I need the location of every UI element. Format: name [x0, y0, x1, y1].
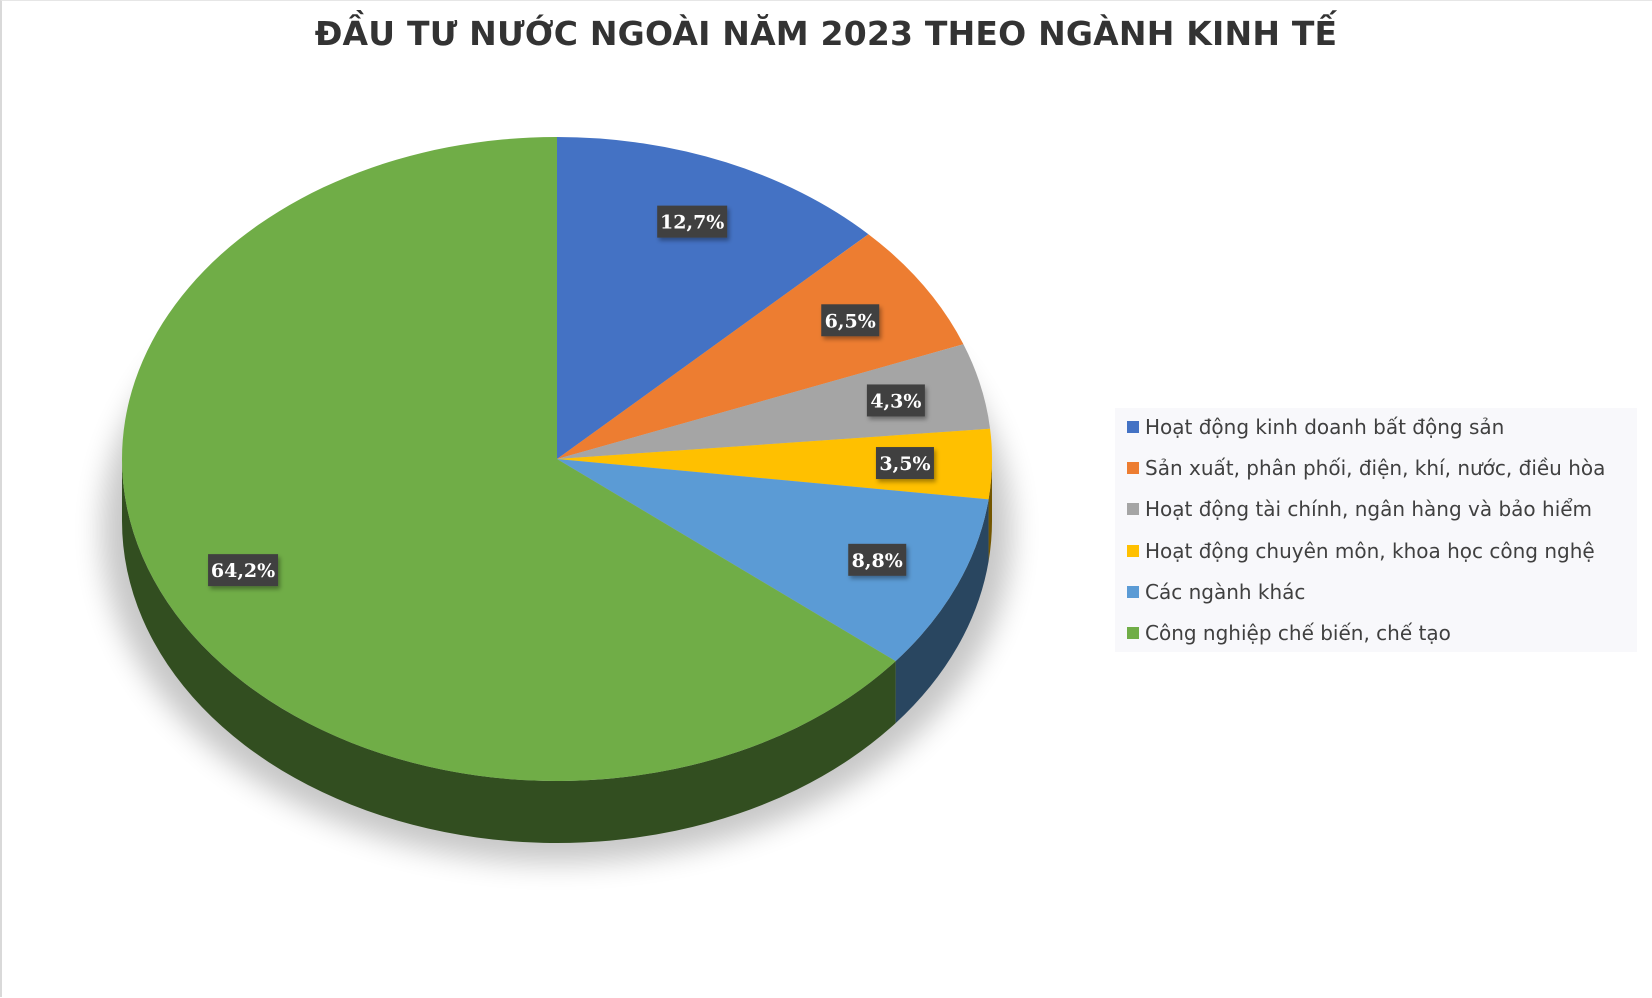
legend-label: Các ngành khác: [1145, 579, 1306, 604]
legend-swatch: [1127, 462, 1139, 475]
legend-item-3: Hoạt động chuyên môn, khoa học công nghệ: [1127, 536, 1595, 566]
legend-label: Hoạt động chuyên môn, khoa học công nghệ: [1145, 538, 1595, 563]
data-label-4: 8,8%: [848, 543, 907, 576]
chart-title: ĐẦU TƯ NƯỚC NGOÀI NĂM 2023 THEO NGÀNH KI…: [314, 14, 1338, 53]
legend-swatch: [1127, 503, 1139, 516]
legend-item-1: Sản xuất, phân phối, điện, khí, nước, đi…: [1127, 453, 1605, 483]
pie-slice-5: [121, 137, 896, 782]
pie-slice-0: [557, 137, 869, 459]
legend-swatch: [1127, 421, 1139, 433]
svg-text:64,2%: 64,2%: [211, 560, 275, 582]
svg-text:12,7%: 12,7%: [660, 212, 724, 234]
legend-label: Công nghiệp chế biến, chế tạo: [1145, 621, 1451, 645]
pie-slice-2: [557, 344, 991, 459]
data-label-1: 6,5%: [821, 304, 880, 337]
legend-label: Sản xuất, phân phối, điện, khí, nước, đi…: [1145, 456, 1606, 481]
legend-swatch: [1127, 585, 1139, 598]
svg-text:8,8%: 8,8%: [852, 550, 903, 572]
pie-side-5: [121, 459, 896, 844]
pie-slice-4: [557, 459, 989, 662]
svg-text:3,5%: 3,5%: [879, 453, 930, 475]
svg-text:6,5%: 6,5%: [825, 310, 876, 332]
chart-legend: Hoạt động kinh doanh bất động sản Sản xuấ…: [1115, 408, 1637, 652]
data-label-3: 3,5%: [875, 447, 934, 480]
legend-swatch: [1127, 544, 1139, 557]
legend-item-0: Hoạt động kinh doanh bất động sản: [1127, 412, 1504, 442]
pie-side-3: [988, 459, 992, 562]
legend-swatch: [1127, 627, 1139, 639]
svg-text:4,3%: 4,3%: [870, 390, 921, 412]
legend-item-4: Các ngành khác: [1127, 577, 1305, 607]
legend-item-5: Công nghiệp chế biến, chế tạo: [1127, 618, 1451, 648]
legend-label: Hoạt động tài chính, ngân hàng và bảo hi…: [1145, 497, 1593, 522]
data-label-5: 64,2%: [208, 554, 279, 587]
legend-label: Hoạt động kinh doanh bất động sản: [1145, 415, 1505, 439]
pie-slice-3: [557, 428, 992, 500]
pie-slice-1: [557, 234, 964, 459]
legend-item-2: Hoạt động tài chính, ngân hàng và bảo hi…: [1127, 494, 1592, 524]
data-label-2: 4,3%: [866, 384, 925, 417]
data-label-0: 12,7%: [657, 205, 728, 238]
pie-side-4: [895, 499, 989, 724]
